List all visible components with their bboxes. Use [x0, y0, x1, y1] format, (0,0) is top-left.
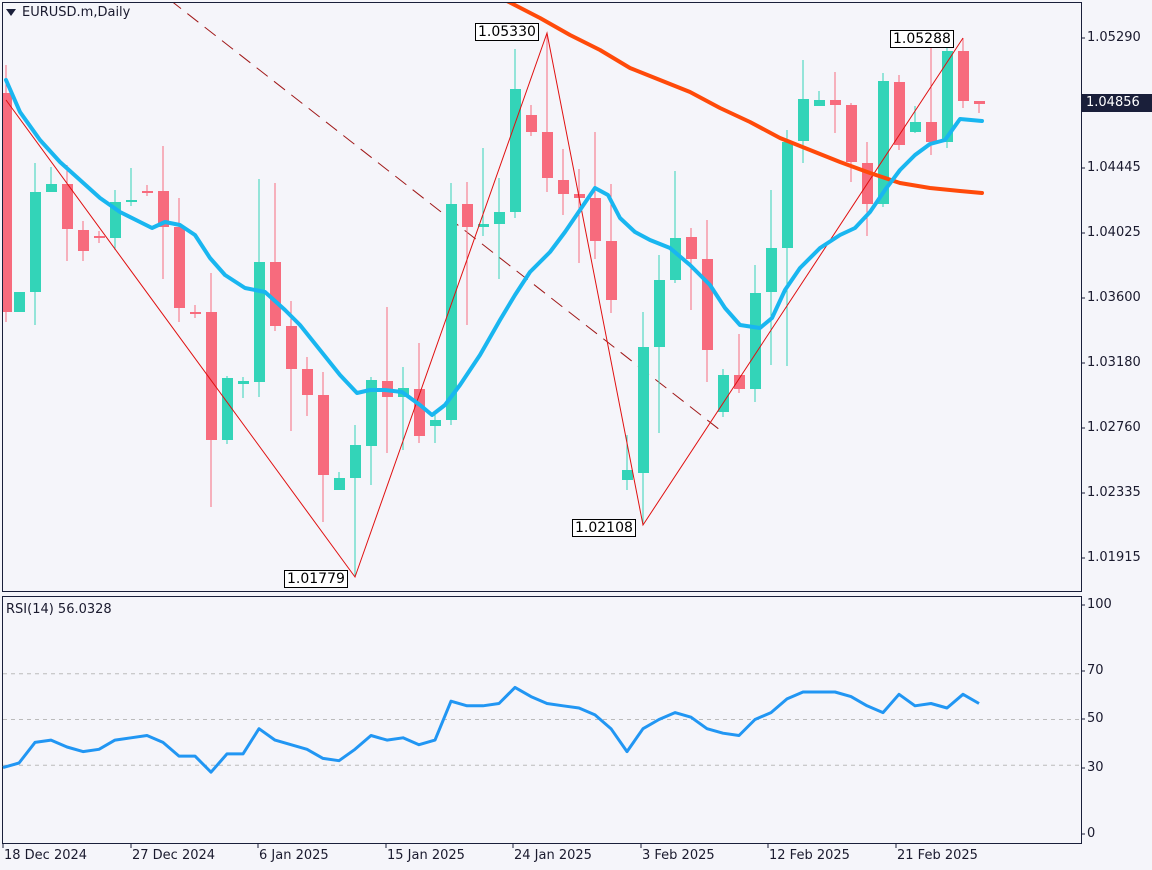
zigzag-price-label: 1.05288 — [890, 30, 954, 48]
time-axis-label: 18 Dec 2024 — [4, 848, 88, 863]
time-axis-label: 12 Feb 2025 — [769, 848, 850, 863]
time-axis-label: 3 Feb 2025 — [642, 848, 715, 863]
candle-body — [590, 198, 601, 241]
candle-body — [846, 105, 857, 162]
candle-body — [830, 100, 841, 105]
candle-body — [462, 204, 473, 227]
candle-body — [894, 82, 905, 145]
candle-body — [414, 389, 425, 436]
rsi-indicator-pane[interactable] — [2, 596, 1082, 844]
price-axis-label: 1.03600 — [1087, 290, 1141, 305]
candle-body — [670, 238, 681, 280]
candle-body — [302, 369, 313, 395]
price-axis-label: 1.02760 — [1087, 420, 1141, 435]
candle-body — [350, 445, 361, 478]
candle-body — [782, 142, 793, 248]
price-axis-label: 1.05290 — [1087, 30, 1141, 45]
candle-body — [510, 89, 521, 212]
rsi-axis-label: 30 — [1087, 760, 1104, 775]
time-axis-label: 24 Jan 2025 — [514, 848, 592, 863]
candle-body — [110, 202, 121, 238]
price-axis-label: 1.03180 — [1087, 355, 1141, 370]
candle-body — [958, 51, 969, 101]
rsi-axis-label: 0 — [1087, 826, 1096, 841]
time-axis-label: 27 Dec 2024 — [132, 848, 216, 863]
candle-body — [974, 101, 985, 104]
candle-body — [606, 241, 617, 300]
candle-body — [654, 280, 665, 347]
price-chart-pane[interactable] — [2, 2, 1082, 592]
candle-body — [126, 200, 137, 202]
rsi-line — [2, 685, 980, 774]
candle-body — [334, 478, 345, 490]
candle-body — [254, 262, 265, 382]
candle-body — [3, 93, 12, 312]
price-axis-label: 1.04025 — [1087, 225, 1141, 240]
triangle-down-icon[interactable] — [6, 9, 16, 16]
candle-body — [926, 122, 937, 142]
candle-body — [942, 51, 953, 142]
candle-body — [478, 224, 489, 227]
candle-body — [542, 132, 553, 178]
time-axis-label: 15 Jan 2025 — [387, 848, 465, 863]
candle-body — [638, 347, 649, 473]
slow-moving-average-line — [506, 3, 984, 195]
candle-body — [222, 378, 233, 440]
dashed-trendline — [173, 3, 721, 431]
symbol-timeframe-label: EURUSD.m,Daily — [22, 5, 131, 20]
fast-moving-average-line — [4, 78, 984, 417]
candle-body — [814, 100, 825, 106]
candle-body — [798, 99, 809, 141]
candle-body — [78, 230, 89, 251]
zigzag-price-label: 1.01779 — [284, 570, 348, 588]
candle-body — [206, 312, 217, 440]
candle-body — [430, 420, 441, 426]
current-price-marker: 1.04856 — [1081, 94, 1152, 112]
candle-body — [558, 180, 569, 194]
candle-body — [94, 236, 105, 238]
candle-body — [622, 470, 633, 480]
candle-body — [766, 248, 777, 292]
rsi-axis-label: 50 — [1087, 711, 1104, 726]
candle-body — [158, 191, 169, 227]
rsi-axis-label: 70 — [1087, 663, 1104, 678]
candle-body — [238, 381, 249, 384]
candle-body — [494, 212, 505, 224]
candle-body — [318, 395, 329, 475]
price-axis-label: 1.04445 — [1087, 160, 1141, 175]
rsi-axis-label: 100 — [1087, 597, 1112, 612]
chart-title[interactable]: EURUSD.m,Daily — [6, 5, 130, 20]
candle-body — [878, 81, 889, 204]
rsi-label: RSI(14) 56.0328 — [6, 602, 112, 617]
candle-body — [574, 194, 585, 198]
price-axis-label: 1.01915 — [1087, 550, 1141, 565]
time-axis-label: 6 Jan 2025 — [259, 848, 329, 863]
candle-body — [62, 184, 73, 229]
candle-body — [366, 380, 377, 446]
time-axis-label: 21 Feb 2025 — [897, 848, 978, 863]
candle-body — [286, 326, 297, 369]
candle-body — [910, 122, 921, 132]
zigzag-price-label: 1.02108 — [572, 519, 636, 537]
candle-body — [750, 293, 761, 389]
candle-body — [526, 115, 537, 132]
candle-body — [174, 227, 185, 308]
candle-body — [702, 259, 713, 350]
candle-body — [270, 262, 281, 326]
candle-body — [734, 375, 745, 389]
zigzag-line — [5, 31, 964, 579]
candle-body — [14, 292, 25, 312]
candle-body — [190, 312, 201, 314]
candle-body — [142, 191, 153, 193]
candle-body — [30, 192, 41, 292]
candle-body — [718, 375, 729, 412]
candle-body — [686, 237, 697, 259]
candle-body — [446, 204, 457, 420]
zigzag-price-label: 1.05330 — [475, 23, 539, 41]
price-axis-label: 1.02335 — [1087, 485, 1141, 500]
candle-body — [46, 184, 57, 192]
